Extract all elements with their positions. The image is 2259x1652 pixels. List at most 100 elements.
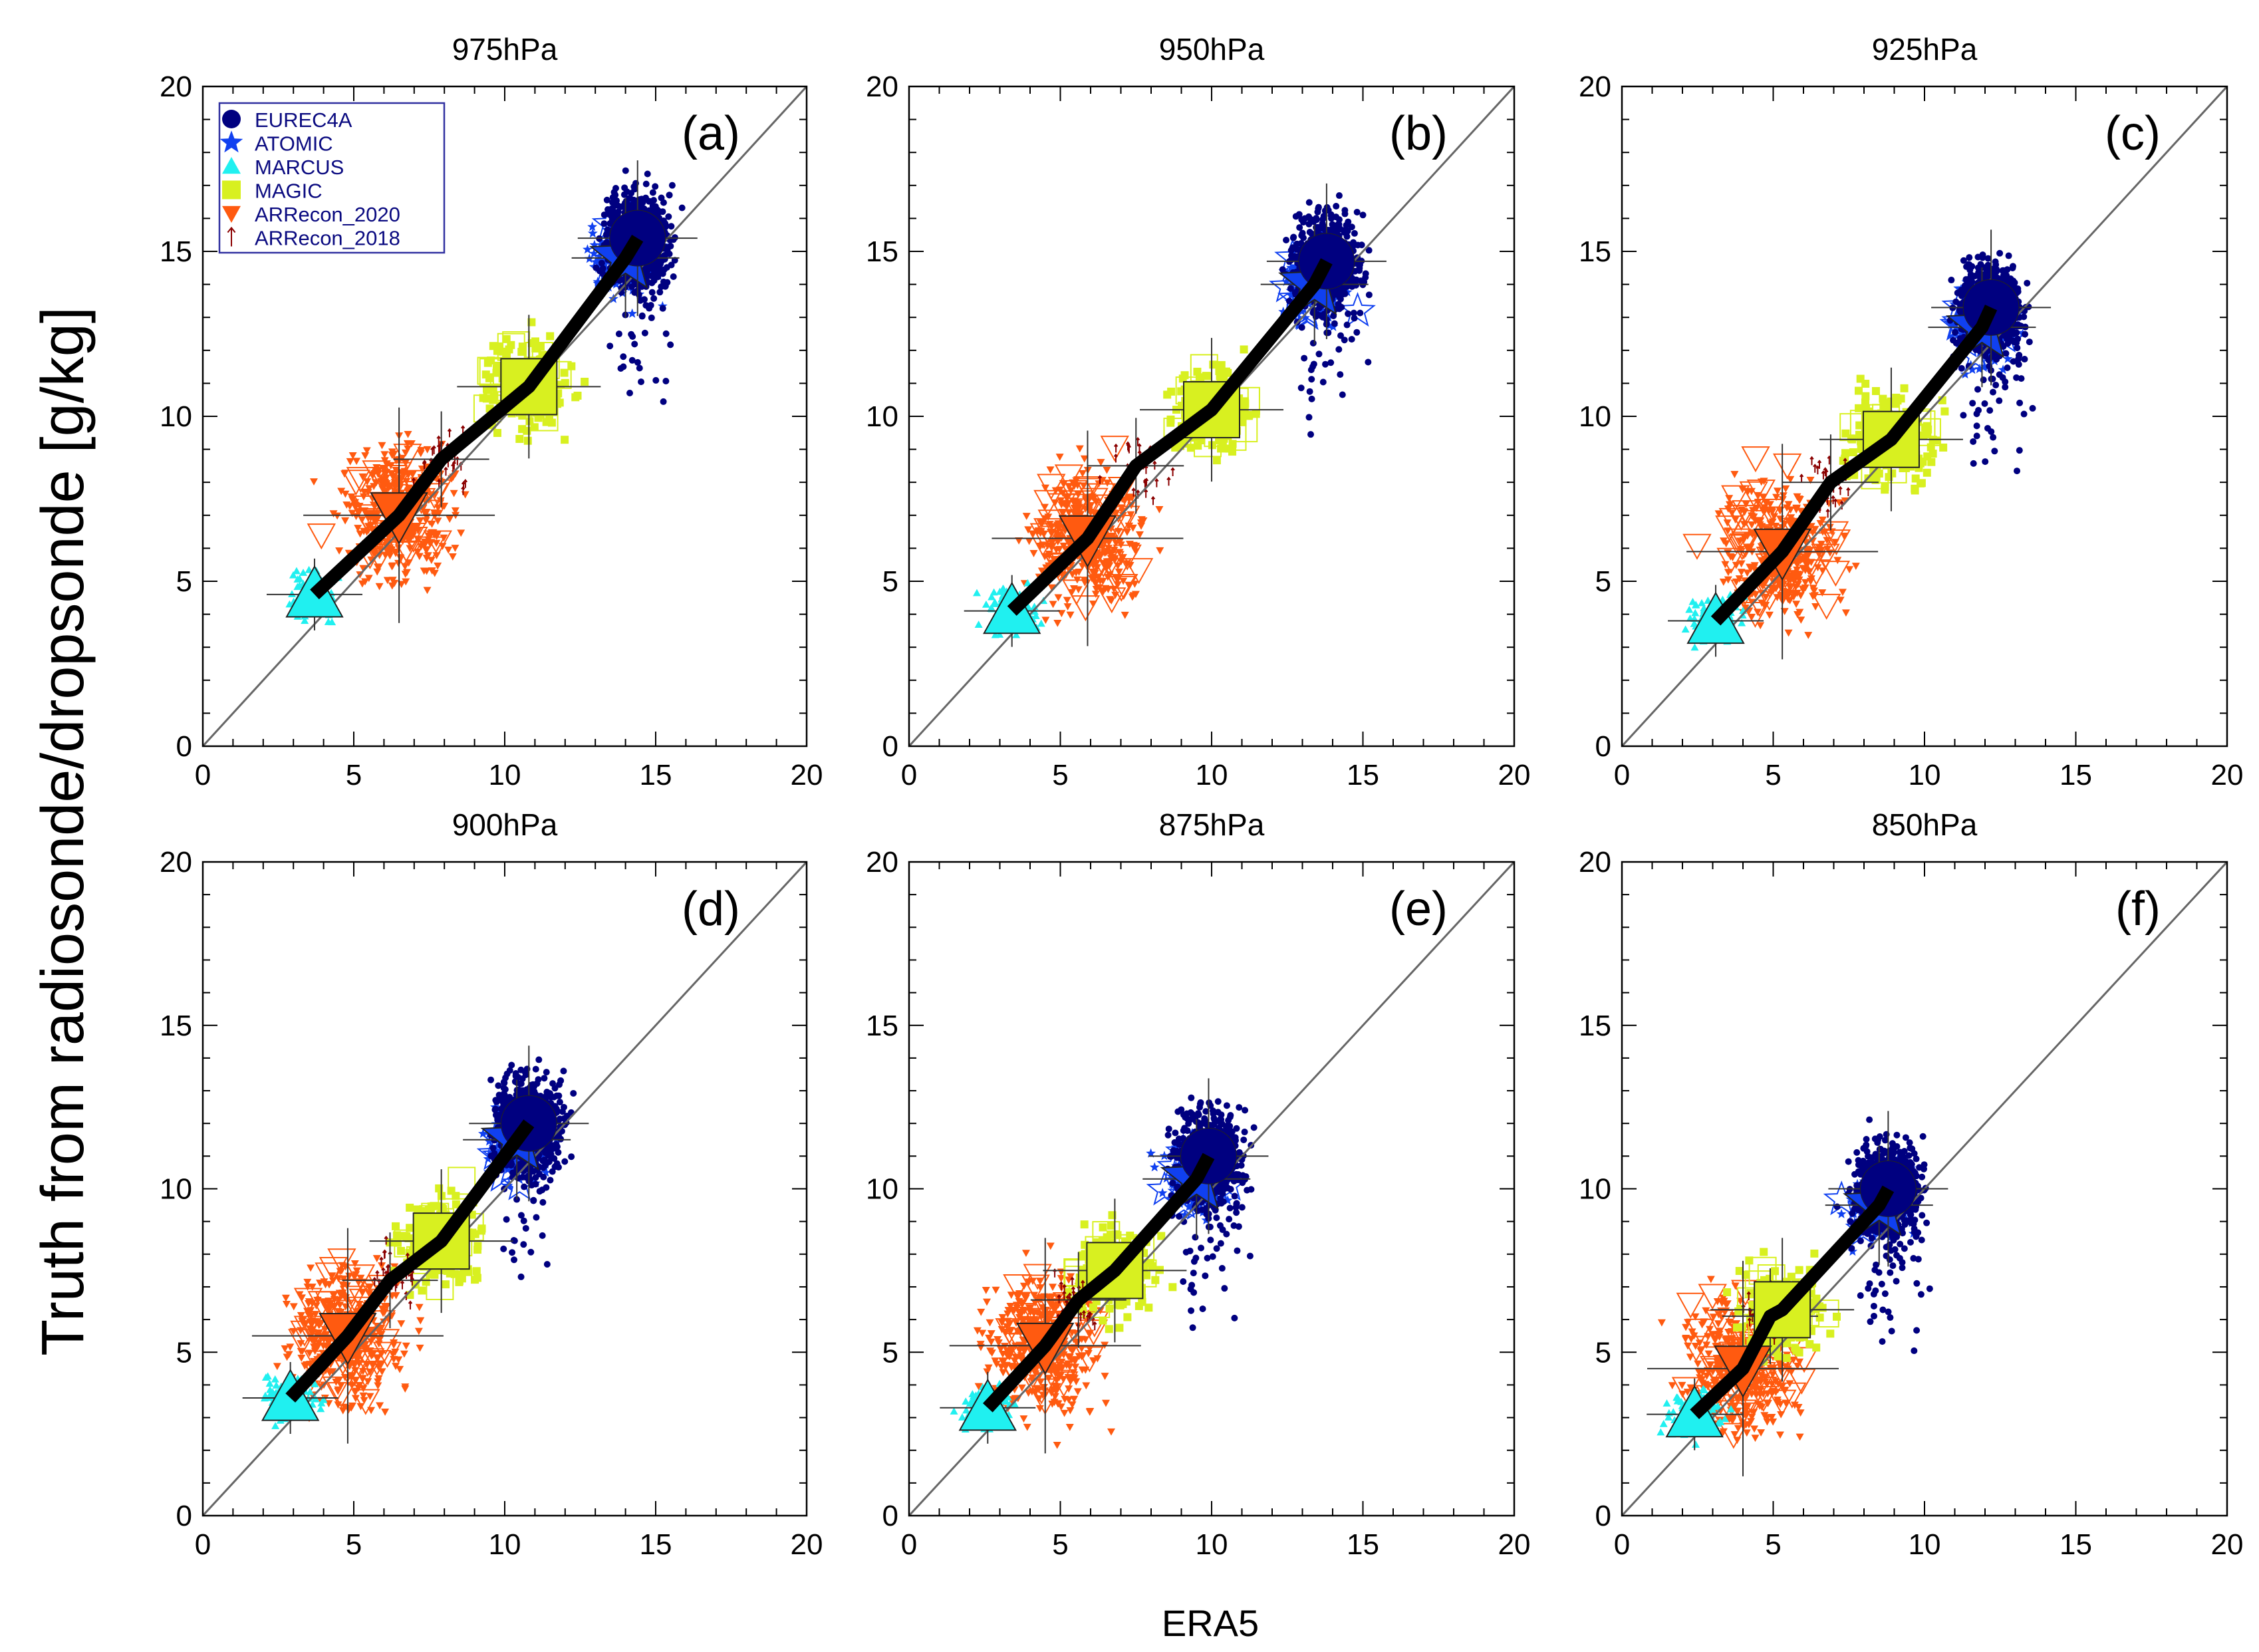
- point-arrecon_2020: [1821, 528, 1829, 536]
- point-eurec4a: [1339, 391, 1346, 398]
- point-arrecon_2020: [356, 530, 364, 538]
- x-tick-label: 0: [901, 759, 917, 791]
- point-magic: [546, 332, 555, 341]
- point-arrecon_2020: [1075, 499, 1083, 507]
- point-marcus: [301, 617, 309, 624]
- mean-line: [310, 234, 644, 600]
- point-arrecon_2020: [1782, 485, 1790, 493]
- arrow-head: [1097, 475, 1103, 479]
- point-arrecon_2020: [337, 487, 346, 495]
- arrow-head: [1846, 487, 1851, 491]
- point-magic: [490, 392, 499, 400]
- point-arrecon_2020: [329, 510, 338, 518]
- point-arrecon_2020: [1156, 547, 1164, 555]
- point-arrecon_2020: [358, 516, 366, 524]
- point-arrecon_2018: [1799, 474, 1804, 483]
- point-arrecon_2020: [1072, 509, 1081, 516]
- point-atomic: [1998, 364, 2008, 374]
- point-eurec4a: [642, 180, 650, 188]
- point-arrecon_2020: [335, 547, 344, 555]
- point-arrecon_2020: [1762, 499, 1770, 507]
- point-atomic: [594, 251, 604, 261]
- point-arrecon_2020: [1805, 568, 1813, 576]
- point-arrecon_2020: [363, 478, 372, 486]
- point-marcus: [305, 565, 313, 573]
- point-marcus: [1685, 605, 1694, 613]
- point-magic: [485, 374, 493, 382]
- point-magic: [1212, 456, 1221, 465]
- point-magic: [479, 394, 487, 402]
- point-eurec4a: [1287, 285, 1294, 292]
- point-eurec4a: [631, 341, 638, 348]
- point-arrecon_2020: [413, 548, 422, 556]
- point-eurec4a: [1351, 229, 1358, 237]
- point-arrecon_2018: [432, 445, 436, 454]
- point-arrecon_2018: [1825, 508, 1830, 518]
- arrow-head: [461, 485, 465, 489]
- point-arrecon_2020: [430, 531, 439, 539]
- point-arrecon_2020: [369, 501, 378, 509]
- point-arrecon_2020: [1719, 579, 1728, 586]
- point-eurec4a: [1308, 395, 1315, 402]
- point-eurec4a: [1307, 431, 1315, 438]
- point-arrecon_2020: [1110, 547, 1119, 554]
- point-magic: [560, 368, 569, 377]
- point-magic: [1939, 443, 1948, 452]
- point-arrecon_2020: [1054, 594, 1063, 602]
- point-arrecon_2018: [1813, 464, 1817, 473]
- point-arrecon_2018: [1170, 467, 1175, 477]
- point-marcus: [293, 583, 302, 591]
- point-eurec4a: [2018, 375, 2025, 382]
- point-arrecon_2020: [380, 451, 389, 459]
- point-arrecon_2020: [1742, 543, 1751, 551]
- point-arrecon_2020: [307, 523, 336, 550]
- point-arrecon_2020: [1069, 585, 1078, 593]
- point-marcus: [982, 600, 990, 608]
- point-arrecon_2018: [1809, 456, 1814, 466]
- point-arrecon_2020: [1103, 480, 1112, 487]
- point-eurec4a: [2009, 263, 2016, 270]
- point-eurec4a: [658, 257, 665, 265]
- point-eurec4a: [1996, 371, 2003, 378]
- point-eurec4a: [2022, 331, 2029, 338]
- point-arrecon_2020: [1097, 459, 1105, 466]
- point-arrecon_2020: [1796, 592, 1805, 600]
- arrow-head: [422, 460, 427, 464]
- point-arrecon_2020: [1788, 521, 1796, 529]
- point-eurec4a: [648, 289, 656, 296]
- point-marcus: [988, 593, 996, 601]
- point-arrecon_2020: [1119, 554, 1127, 561]
- point-marcus: [972, 589, 981, 597]
- x-tick-label: 15: [640, 759, 672, 791]
- point-arrecon_2020: [1136, 531, 1144, 539]
- legend-label: MAGIC: [255, 180, 323, 203]
- point-eurec4a: [1348, 336, 1355, 343]
- point-eurec4a: [1982, 458, 1989, 466]
- point-arrecon_2020: [1025, 537, 1033, 545]
- point-magic: [542, 418, 551, 426]
- point-arrecon_2020: [364, 515, 372, 523]
- point-eurec4a: [1335, 221, 1343, 228]
- point-magic: [561, 436, 569, 444]
- point-arrecon_2020: [1833, 557, 1842, 565]
- point-arrecon_2020: [348, 496, 357, 504]
- point-arrecon_2020: [422, 517, 430, 525]
- point-marcus: [999, 585, 1008, 593]
- point-arrecon_2020: [1110, 585, 1119, 593]
- point-arrecon_2018: [1131, 487, 1136, 497]
- point-arrecon_2020: [422, 547, 431, 554]
- point-magic: [1861, 392, 1870, 400]
- point-arrecon_2020: [1742, 501, 1750, 508]
- arrow-head: [1833, 498, 1838, 502]
- point-arrecon_2020: [1786, 476, 1795, 483]
- point-marcus: [1738, 619, 1746, 626]
- point-eurec4a: [2013, 374, 2020, 381]
- point-arrecon_2020: [1811, 603, 1820, 611]
- point-arrecon_2020: [354, 525, 362, 532]
- point-eurec4a: [598, 259, 605, 267]
- point-arrecon_2020: [423, 446, 432, 454]
- point-eurec4a: [1319, 219, 1326, 227]
- point-eurec4a: [667, 341, 674, 348]
- point-arrecon_2020: [364, 489, 372, 497]
- point-arrecon_2020: [1797, 617, 1805, 624]
